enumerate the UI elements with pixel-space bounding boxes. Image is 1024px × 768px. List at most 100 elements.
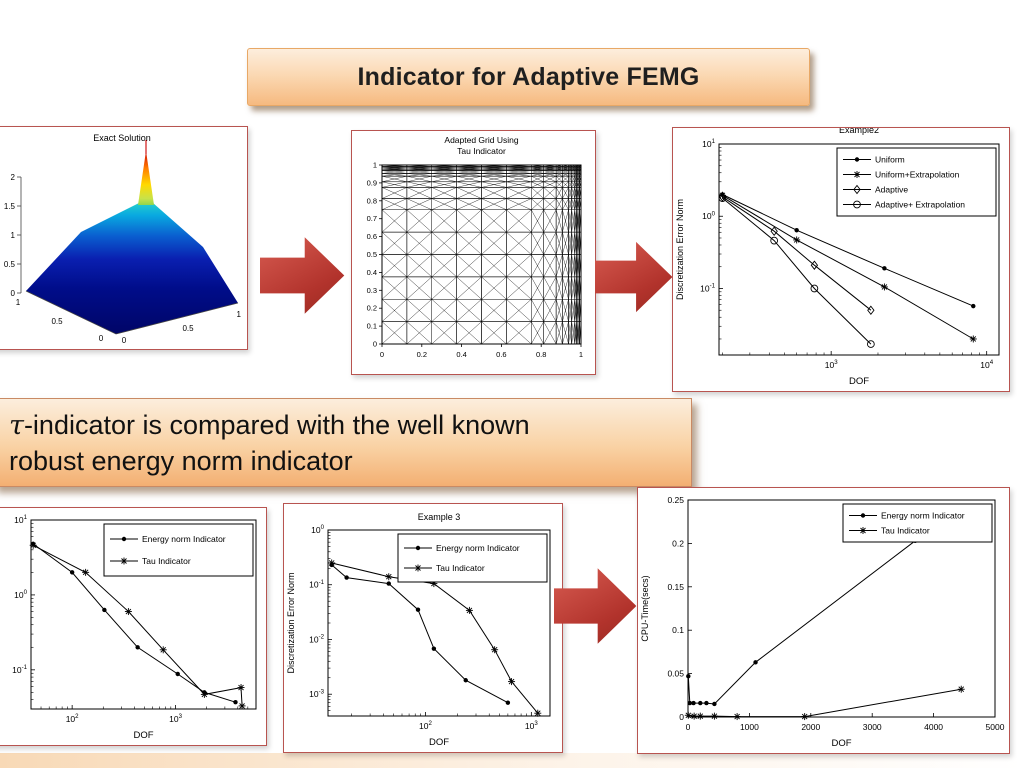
- svg-text:103: 103: [525, 720, 538, 731]
- svg-text:0.4: 0.4: [456, 350, 466, 359]
- svg-text:Uniform: Uniform: [875, 155, 905, 165]
- svg-text:102: 102: [419, 720, 432, 731]
- svg-text:Example 3: Example 3: [418, 512, 461, 522]
- exact-solution-surface-plot: Exact Solution 0 0.5 1 1.5 2 1 0.5 0 0 0.5 1: [4, 133, 242, 345]
- svg-text:0.3: 0.3: [367, 286, 377, 295]
- svg-text:0.15: 0.15: [667, 582, 684, 592]
- svg-text:100: 100: [702, 210, 715, 221]
- svg-text:Uniform+Extrapolation: Uniform+Extrapolation: [875, 170, 960, 180]
- svg-text:10-1: 10-1: [309, 579, 325, 590]
- footer-gradient-strip: [0, 753, 1024, 768]
- svg-text:0.7: 0.7: [367, 214, 377, 223]
- svg-text:Energy norm Indicator: Energy norm Indicator: [142, 534, 226, 544]
- caption-box: τ-indicator is compared with the well kn…: [0, 398, 692, 487]
- svg-text:Tau Indicator: Tau Indicator: [142, 556, 191, 566]
- right-arrow-icon: [260, 237, 345, 314]
- page-title: Indicator for Adaptive FEMG: [357, 62, 700, 91]
- svg-text:0.1: 0.1: [672, 625, 684, 635]
- svg-text:CPU-Time(secs): CPU-Time(secs): [640, 575, 650, 641]
- panel-cpu-time: 0 1000 2000 3000 4000 5000 0 0.05 0.1 0.15 0.2 0.25…: [637, 487, 1010, 754]
- panel-energy-vs-tau: 102 103 101 100 10-1 Energy norm Indicator Tau…: [0, 507, 267, 746]
- svg-text:0.8: 0.8: [536, 350, 546, 359]
- svg-text:100: 100: [311, 524, 324, 535]
- svg-text:Adaptive+ Extrapolation: Adaptive+ Extrapolation: [875, 200, 965, 210]
- svg-text:104: 104: [980, 359, 993, 370]
- svg-text:0: 0: [99, 334, 104, 343]
- panel-example2: 103 104 101 100 10-1 Uniform Uniform+Extrapola…: [672, 127, 1010, 392]
- svg-text:103: 103: [825, 359, 838, 370]
- energy-vs-tau-error-plot: 102 103 101 100 10-1 Energy norm Indicator Tau…: [0, 514, 257, 741]
- svg-text:0: 0: [380, 350, 384, 359]
- svg-text:0.5: 0.5: [4, 260, 16, 269]
- svg-text:0.4: 0.4: [367, 268, 377, 277]
- svg-text:1: 1: [237, 310, 242, 319]
- cpu-time-plot: 0 1000 2000 3000 4000 5000 0 0.05 0.1 0.15 0.2 0.25…: [640, 495, 1005, 749]
- title-banner: Indicator for Adaptive FEMG: [247, 48, 810, 106]
- svg-text:DOF: DOF: [831, 738, 851, 749]
- svg-text:100: 100: [14, 589, 27, 600]
- svg-text:Exact Solution: Exact Solution: [93, 133, 151, 143]
- svg-text:0.2: 0.2: [672, 538, 684, 548]
- svg-text:0: 0: [373, 340, 377, 349]
- svg-text:1: 1: [11, 231, 16, 240]
- svg-text:0.8: 0.8: [367, 196, 377, 205]
- svg-text:103: 103: [169, 713, 182, 724]
- svg-text:0.6: 0.6: [367, 232, 377, 241]
- svg-text:0.9: 0.9: [367, 178, 377, 187]
- svg-text:3000: 3000: [863, 722, 882, 732]
- svg-text:DOF: DOF: [133, 730, 153, 741]
- svg-text:DOF: DOF: [429, 737, 449, 748]
- svg-text:Tau Indicator: Tau Indicator: [881, 526, 930, 536]
- svg-text:Discretization Error Norm: Discretization Error Norm: [286, 572, 296, 673]
- svg-text:0.2: 0.2: [367, 304, 377, 313]
- svg-text:Energy norm Indicator: Energy norm Indicator: [881, 511, 965, 521]
- svg-text:1: 1: [373, 161, 377, 170]
- svg-text:Adapted Grid Using: Adapted Grid Using: [444, 135, 518, 145]
- svg-text:1: 1: [16, 298, 21, 307]
- svg-text:0.25: 0.25: [667, 495, 684, 505]
- example2-error-plot: 103 104 101 100 10-1 Uniform Uniform+Extrapola…: [675, 128, 1000, 387]
- svg-text:Discretization Error Norm: Discretization Error Norm: [0, 564, 1, 665]
- panel-exact-solution: Exact Solution 0 0.5 1 1.5 2 1 0.5 0 0 0.5 1: [0, 126, 248, 350]
- svg-text:2: 2: [11, 173, 16, 182]
- example3-error-plot: 102 103 100 10-1 10-2 10-3 Energy norm Indicat…: [286, 512, 551, 748]
- svg-text:101: 101: [14, 514, 27, 525]
- svg-text:0.5: 0.5: [367, 250, 377, 259]
- svg-text:0: 0: [679, 712, 684, 722]
- svg-text:0.05: 0.05: [667, 669, 684, 679]
- svg-text:5000: 5000: [986, 722, 1005, 732]
- svg-text:0.5: 0.5: [182, 324, 194, 333]
- svg-text:10-1: 10-1: [700, 283, 716, 294]
- tau-symbol: τ: [9, 410, 24, 441]
- svg-text:Energy norm Indicator: Energy norm Indicator: [436, 543, 520, 553]
- svg-text:1: 1: [579, 350, 583, 359]
- svg-text:0.1: 0.1: [367, 322, 377, 331]
- svg-text:1.5: 1.5: [4, 202, 16, 211]
- svg-text:4000: 4000: [924, 722, 943, 732]
- svg-text:0: 0: [686, 722, 691, 732]
- right-arrow-icon: [554, 568, 637, 644]
- svg-text:0.5: 0.5: [51, 317, 63, 326]
- svg-text:10-2: 10-2: [309, 634, 325, 645]
- svg-text:10-1: 10-1: [12, 664, 28, 675]
- svg-text:101: 101: [702, 138, 715, 149]
- svg-text:10-3: 10-3: [309, 688, 325, 699]
- panel-example3: 102 103 100 10-1 10-2 10-3 Energy norm Indicat…: [283, 503, 563, 753]
- svg-text:0.2: 0.2: [417, 350, 427, 359]
- panel-adapted-grid: Adapted Grid Using Tau Indicator 0 0.2 0.4 0.…: [351, 130, 596, 375]
- svg-text:0: 0: [122, 336, 127, 345]
- right-arrow-icon: [595, 241, 673, 313]
- svg-text:Adaptive: Adaptive: [875, 185, 908, 195]
- svg-text:Discretization Error Norm: Discretization Error Norm: [675, 199, 685, 300]
- svg-text:Tau Indicator: Tau Indicator: [436, 563, 485, 573]
- svg-text:DOF: DOF: [849, 376, 869, 387]
- svg-text:Example2: Example2: [839, 128, 879, 135]
- caption-line2: robust energy norm indicator: [9, 445, 353, 476]
- svg-text:1000: 1000: [740, 722, 759, 732]
- svg-text:0.6: 0.6: [496, 350, 506, 359]
- svg-text:0: 0: [11, 289, 16, 298]
- caption-line1: τ-indicator is compared with the well kn…: [9, 410, 530, 441]
- svg-text:Tau Indicator: Tau Indicator: [457, 146, 506, 156]
